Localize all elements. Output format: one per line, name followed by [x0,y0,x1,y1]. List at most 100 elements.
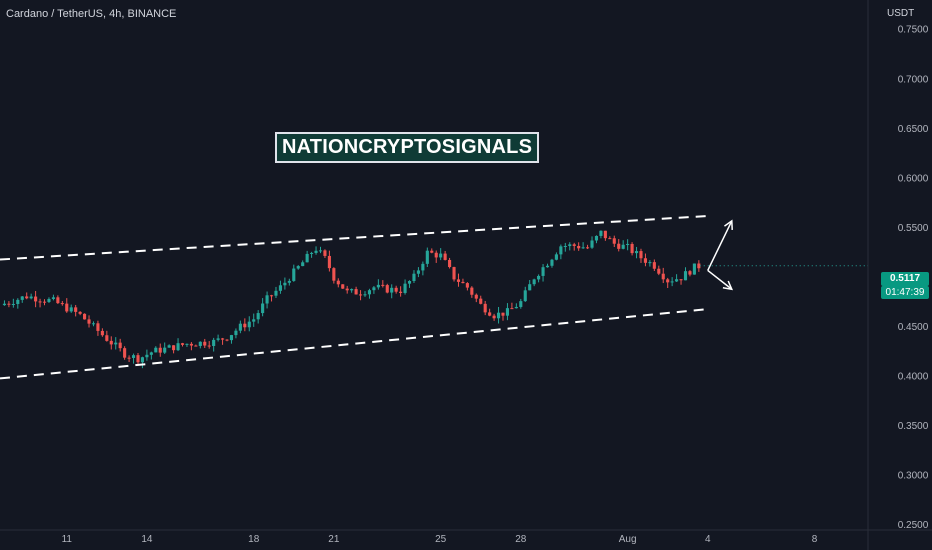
candle-body [358,294,363,296]
candle-body [318,250,323,252]
candle-body [577,245,581,249]
candle-body [483,303,487,313]
candle-body [385,285,389,293]
price-tick-label: 0.5500 [898,223,929,234]
candle-body [265,295,269,304]
candle-body [514,306,518,309]
candle-body [590,240,594,248]
candle-body [452,267,456,280]
candle-body [439,253,443,258]
candle-body [261,303,265,314]
candle-body [109,340,113,345]
candle-body [83,313,87,320]
candle-body [488,312,492,316]
symbol-title: Cardano / TetherUS, 4h, BINANCE [6,8,177,20]
candle-body [96,323,100,331]
price-tick-label: 0.6000 [898,173,929,184]
candle-body [430,250,434,253]
time-tick-label: 14 [141,534,153,545]
candle-body [390,287,394,293]
candle-body [381,284,385,286]
price-axis-currency: USDT [887,8,915,19]
candle-body [612,238,616,244]
candle-body [394,287,398,292]
candle-body [180,343,185,345]
candle-body [425,250,429,264]
candle-body [528,284,532,291]
candle-body [594,235,599,241]
candle-body [412,273,416,281]
candle-body [683,271,688,281]
candle-body [688,271,692,275]
candle-body [550,259,554,266]
candle-body [679,279,683,281]
price-tick-label: 0.2500 [898,520,929,531]
candle-body [310,252,314,254]
channel-lower-line [0,308,708,380]
candle-body [496,312,501,319]
candle-body [586,247,590,249]
candle-body [363,294,367,296]
candle-body [91,323,96,325]
candle-body [350,289,354,291]
price-tick-label: 0.3000 [898,471,929,482]
candle-body [20,296,24,300]
price-tick-label: 0.7500 [898,25,929,36]
candle-body [354,289,358,295]
candle-body [666,279,670,283]
candle-body [434,252,438,258]
candle-body [421,263,425,271]
candle-body [314,250,318,253]
forecast-arrow-up [707,220,733,271]
time-tick-label: 18 [248,534,260,545]
candle-body [87,319,91,324]
candle-body [399,291,403,293]
candle-body [581,247,585,249]
candle-body [630,243,634,254]
forecast-arrow-down [707,269,733,290]
candle-body [234,330,238,336]
candle-body [74,307,78,312]
candle-body [203,341,207,346]
candle-body [559,246,563,255]
candle-body [541,267,545,276]
candle-body [532,279,536,285]
candle-body [407,280,412,284]
candle-body [643,258,647,263]
candle-body [323,250,327,256]
candle-body [167,345,171,348]
candle-body [229,335,234,341]
candle-body [207,345,211,347]
candle-body [327,255,331,269]
candle-body [416,270,420,274]
candle-body [603,230,607,239]
candle-body [301,262,305,267]
candle-body [470,287,474,295]
time-tick-label: 4 [705,534,711,545]
candle-body [225,339,229,341]
price-tick-label: 0.7000 [898,74,929,85]
forecast-arrow-down-head [722,280,734,291]
candle-body [675,279,679,282]
candle-body [648,262,652,264]
candle-body [305,253,309,263]
candle-body [501,312,505,316]
candle-body [172,345,176,351]
candle-body [136,355,140,363]
candle-body [474,294,478,299]
candle-body [105,335,109,341]
candle-body [505,308,510,316]
candle-body [163,347,167,353]
candle-body [56,297,60,304]
candle-body [657,268,661,274]
channel-upper-line [0,214,708,261]
candle-body [51,297,55,299]
candle-body [336,280,340,285]
candle-body [634,251,639,254]
candle-body [554,254,558,260]
candle-body [29,296,33,299]
candle-body [510,308,514,310]
candle-body [140,357,144,363]
candle-body [123,348,127,358]
